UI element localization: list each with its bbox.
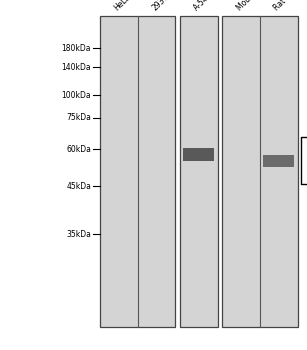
Text: 180kDa: 180kDa [62, 44, 91, 53]
Text: 100kDa: 100kDa [62, 91, 91, 100]
Bar [183, 148, 214, 161]
Bar [100, 16, 175, 327]
Bar [263, 155, 294, 167]
Text: 140kDa: 140kDa [62, 63, 91, 72]
Text: HeLa: HeLa [112, 0, 132, 12]
Text: A-549: A-549 [192, 0, 215, 12]
Text: 293T: 293T [150, 0, 170, 12]
Text: Rat skeletal muscle: Rat skeletal muscle [273, 0, 307, 12]
Text: 35kDa: 35kDa [66, 230, 91, 239]
Text: 60kDa: 60kDa [66, 145, 91, 154]
Bar [180, 16, 218, 327]
Bar [222, 16, 298, 327]
Text: 75kDa: 75kDa [66, 113, 91, 122]
Text: 45kDa: 45kDa [66, 182, 91, 191]
Text: Mouse skeletal muscle: Mouse skeletal muscle [235, 0, 302, 12]
